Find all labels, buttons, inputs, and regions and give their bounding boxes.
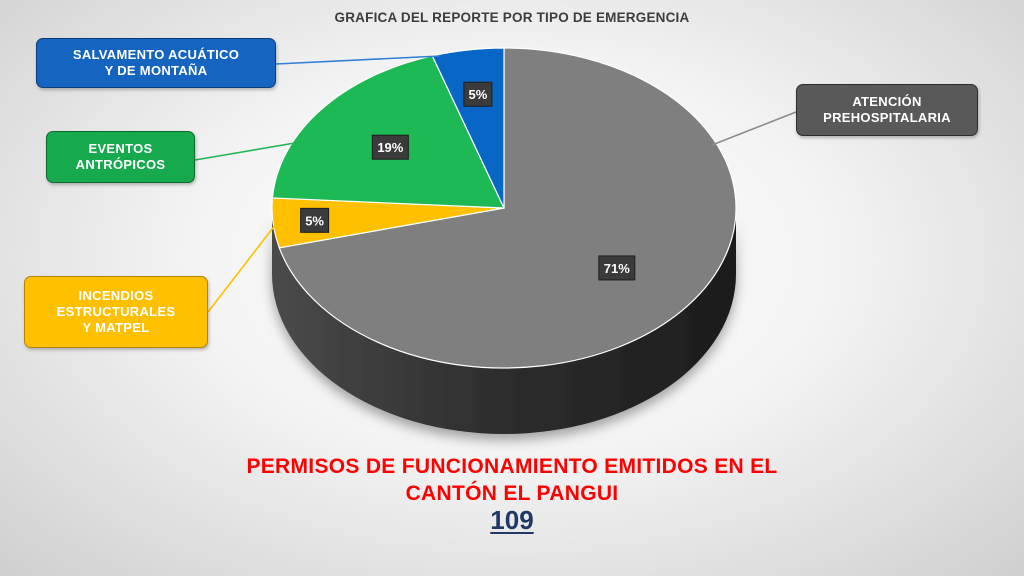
chart-title: GRAFICA DEL REPORTE POR TIPO DE EMERGENC… bbox=[334, 10, 690, 25]
pie-side-wall bbox=[272, 208, 736, 434]
callout-incendios-line1: INCENDIOS bbox=[78, 288, 154, 303]
leader-incendios bbox=[207, 223, 277, 313]
callout-eventos-line2: ANTRÓPICOS bbox=[75, 157, 166, 172]
data-label-3: 5% bbox=[468, 87, 487, 102]
data-label-box-3 bbox=[463, 81, 493, 107]
data-label-box-2 bbox=[371, 134, 409, 160]
pie-slice-0 bbox=[278, 47, 737, 369]
data-label-1: 5% bbox=[305, 213, 324, 228]
callout-atencion-line2: PREHOSPITALARIA bbox=[823, 110, 951, 125]
callout-incendios: INCENDIOS ESTRUCTURALES Y MATPEL bbox=[24, 276, 208, 348]
callout-eventos-line1: EVENTOS bbox=[88, 141, 153, 156]
callout-salvamento: SALVAMENTO ACUÁTICO Y DE MONTAÑA bbox=[36, 38, 276, 88]
callout-incendios-line2: ESTRUCTURALES bbox=[56, 304, 176, 319]
leader-atencion bbox=[711, 111, 797, 146]
data-label-2: 19% bbox=[377, 140, 403, 155]
callout-salvamento-line1: SALVAMENTO ACUÁTICO bbox=[72, 47, 240, 62]
callout-salvamento-line2: Y DE MONTAÑA bbox=[104, 63, 208, 78]
callout-atencion-line1: ATENCIÓN bbox=[852, 94, 922, 109]
footer-heading-line1: PERMISOS DE FUNCIONAMIENTO EMITIDOS EN E… bbox=[246, 455, 778, 478]
footer-heading-line2: CANTÓN EL PANGUI bbox=[405, 482, 619, 505]
data-label-box-0 bbox=[598, 255, 636, 281]
data-label-box-1 bbox=[300, 207, 330, 233]
leader-eventos bbox=[194, 137, 325, 161]
pie-slice-2 bbox=[271, 55, 505, 209]
callout-atencion-prehospitalaria: ATENCIÓN PREHOSPITALARIA bbox=[796, 84, 978, 136]
permits-total: 109 bbox=[490, 505, 534, 535]
callout-eventos-antropicos: EVENTOS ANTRÓPICOS bbox=[46, 131, 195, 183]
data-label-0: 71% bbox=[604, 261, 630, 276]
leader-salvamento bbox=[275, 55, 441, 65]
callout-incendios-line3: Y MATPEL bbox=[82, 320, 150, 335]
